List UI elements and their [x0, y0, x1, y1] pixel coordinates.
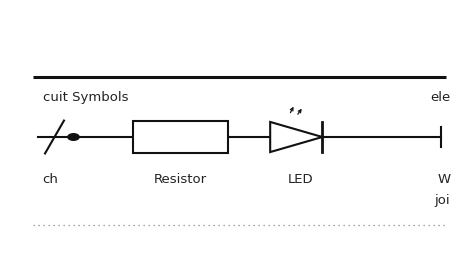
Bar — [133, 121, 228, 153]
Text: cuit Symbols: cuit Symbols — [43, 91, 128, 104]
Text: Resistor: Resistor — [154, 173, 207, 186]
Text: LED: LED — [288, 173, 314, 186]
Text: ch: ch — [43, 173, 58, 186]
Text: W: W — [437, 173, 450, 186]
Text: joi: joi — [435, 193, 450, 207]
Circle shape — [68, 134, 79, 140]
Polygon shape — [270, 122, 322, 152]
Text: ele: ele — [430, 91, 450, 104]
